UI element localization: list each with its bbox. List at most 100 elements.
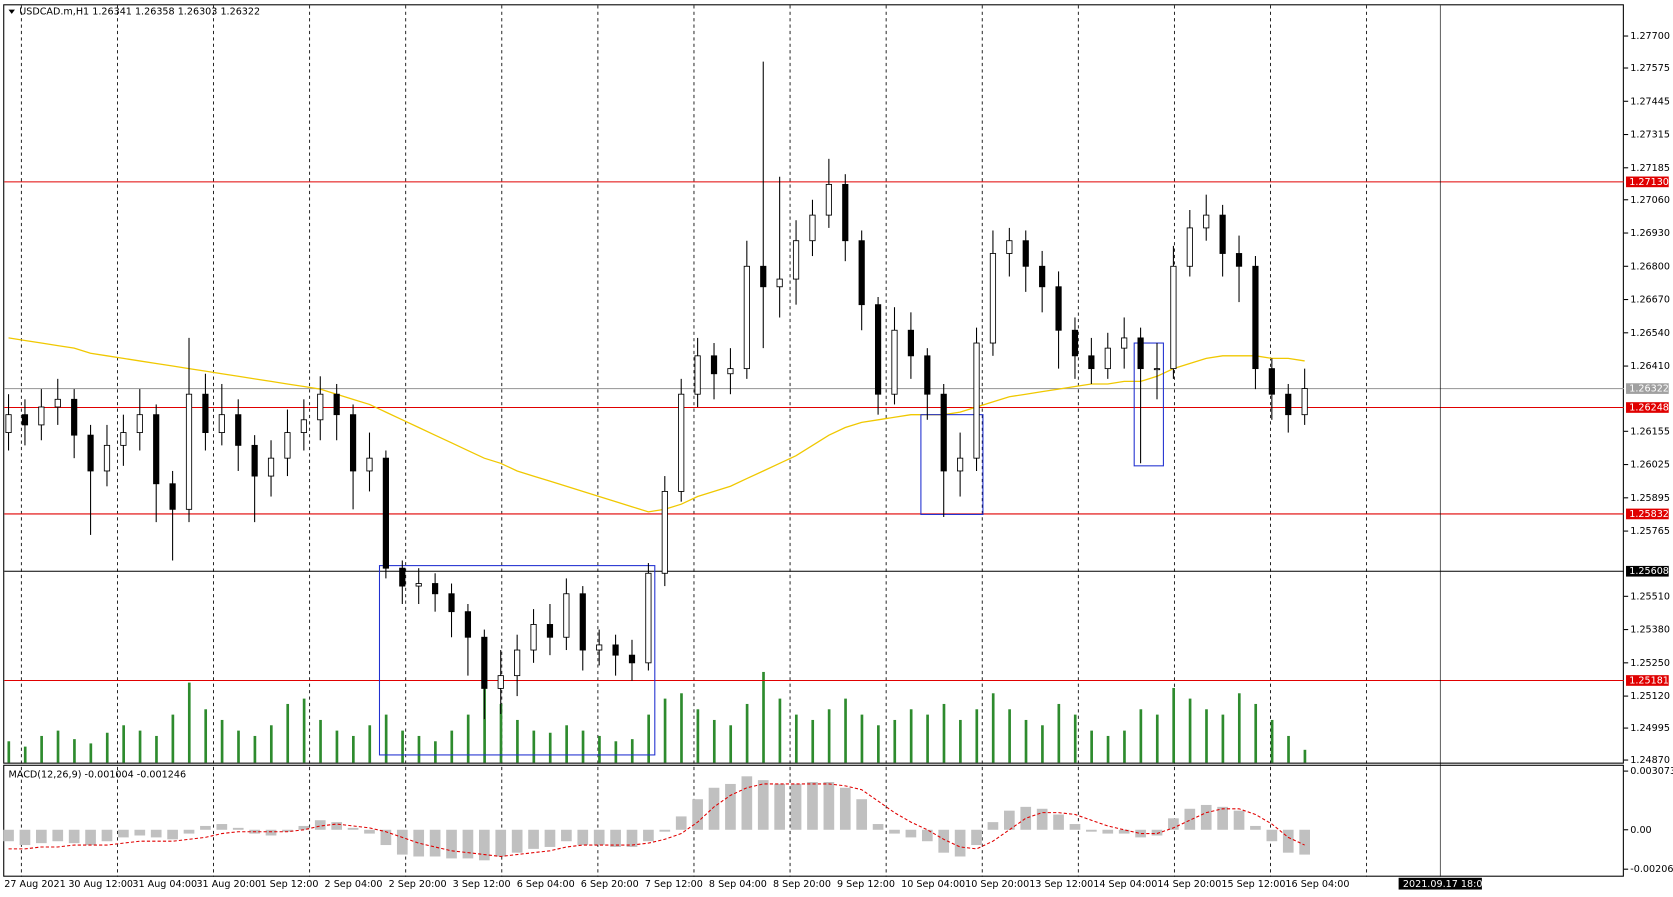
candle-body bbox=[1235, 253, 1243, 267]
macd-bar bbox=[3, 829, 14, 842]
volume-bar bbox=[73, 739, 76, 763]
macd-bar bbox=[1086, 829, 1097, 832]
price-level-label: 1.26248 bbox=[1629, 403, 1669, 414]
price-level-tag bbox=[1626, 383, 1669, 394]
volume-bar bbox=[1155, 714, 1159, 763]
candle-body bbox=[874, 304, 882, 395]
candle-body bbox=[218, 414, 225, 434]
volume-bar bbox=[1188, 698, 1192, 763]
candle-body bbox=[760, 265, 767, 288]
macd-bar bbox=[36, 829, 47, 844]
moving-average bbox=[8, 337, 1305, 513]
x-tick-label: 14 Sep 04:00 bbox=[1093, 879, 1157, 890]
macd-bar bbox=[85, 829, 96, 846]
macd-bar bbox=[741, 776, 753, 830]
menu-triangle[interactable] bbox=[8, 9, 15, 14]
volume-bar bbox=[647, 714, 650, 763]
macd-bar bbox=[1118, 829, 1130, 834]
candle-body bbox=[1301, 388, 1308, 416]
macd-bar bbox=[544, 829, 556, 847]
y-tick-label: 1.25120 bbox=[1630, 691, 1670, 702]
macd-bar bbox=[872, 824, 884, 830]
macd-bar bbox=[200, 825, 211, 830]
y-tick-label: 1.27700 bbox=[1630, 31, 1670, 42]
price-level-label: 1.27130 bbox=[1629, 177, 1669, 188]
candle-body bbox=[349, 414, 357, 472]
price-level-tag bbox=[1626, 402, 1669, 413]
candle-body bbox=[1170, 265, 1177, 370]
y-tick-label: 1.26670 bbox=[1630, 295, 1670, 306]
volume-bar bbox=[269, 725, 273, 763]
macd-label: MACD(12,26,9) -0.001004 -0.001246 bbox=[9, 769, 187, 780]
candle-body bbox=[989, 253, 997, 344]
macd-bar bbox=[1168, 818, 1179, 830]
candle-body bbox=[825, 183, 832, 216]
macd-bar bbox=[659, 829, 671, 832]
volume-bar bbox=[877, 725, 880, 763]
macd-bar bbox=[905, 829, 917, 838]
macd-bar bbox=[1151, 829, 1163, 836]
x-tick-label: 31 Aug 04:00 bbox=[132, 879, 197, 890]
candle-body bbox=[1022, 240, 1029, 267]
volume-bar bbox=[105, 732, 109, 763]
macd-tick-label: -0.002065 bbox=[1630, 864, 1673, 875]
candle-body bbox=[415, 583, 422, 587]
x-tick-label: 10 Sep 04:00 bbox=[901, 879, 965, 890]
macd-bar bbox=[101, 829, 113, 842]
x-tick-label: 9 Sep 12:00 bbox=[837, 879, 895, 890]
volume-bar bbox=[1139, 709, 1143, 763]
macd-bar bbox=[1069, 824, 1081, 830]
candle-body bbox=[710, 355, 718, 375]
volume-bar bbox=[1024, 719, 1028, 763]
candle-body bbox=[957, 457, 964, 472]
y-tick-label: 1.27575 bbox=[1630, 63, 1670, 74]
volume-bar bbox=[630, 739, 634, 763]
y-tick-label: 1.25510 bbox=[1630, 591, 1670, 602]
volume-bar bbox=[614, 741, 618, 763]
volume-bar bbox=[23, 746, 27, 763]
volume-bar bbox=[1303, 749, 1307, 763]
macd-bar bbox=[1102, 829, 1114, 834]
candle-body bbox=[481, 636, 488, 689]
candle-body bbox=[776, 278, 783, 288]
candle-body bbox=[858, 240, 865, 306]
x-tick-label: 16 Sep 04:00 bbox=[1285, 879, 1349, 890]
macd-bar bbox=[1020, 806, 1032, 830]
macd-bar bbox=[987, 822, 999, 830]
price-level-tag bbox=[1626, 565, 1669, 577]
box-annotation bbox=[920, 414, 984, 515]
macd-bar bbox=[1184, 808, 1196, 830]
candle-body bbox=[251, 444, 258, 477]
macd-bar bbox=[314, 820, 326, 830]
box-annotation bbox=[378, 565, 656, 756]
x-tick-label: 10 Sep 20:00 bbox=[965, 879, 1029, 890]
volume-bar bbox=[1221, 714, 1225, 763]
macd-bar bbox=[626, 829, 638, 847]
x-tick-label: 3 Sep 12:00 bbox=[453, 879, 511, 890]
macd-bar bbox=[725, 783, 736, 830]
volume-bar bbox=[696, 709, 700, 763]
macd-bar bbox=[593, 829, 605, 846]
macd-bar bbox=[1217, 806, 1228, 830]
macd-bar bbox=[118, 829, 129, 838]
price-level-tag bbox=[1626, 508, 1669, 520]
macd-bar bbox=[216, 824, 228, 830]
x-tick-label: 15 Sep 12:00 bbox=[1221, 879, 1285, 890]
x-tick-label: 8 Sep 20:00 bbox=[773, 879, 831, 890]
macd-bar bbox=[511, 829, 523, 853]
crosshair-time: 2021.09.17 18:00 bbox=[1403, 879, 1489, 890]
candle-body bbox=[612, 644, 619, 656]
macd-bar bbox=[528, 829, 539, 849]
x-tick-label: 13 Sep 12:00 bbox=[1029, 879, 1093, 890]
macd-bar bbox=[462, 829, 474, 859]
x-tick-label: 6 Sep 20:00 bbox=[581, 879, 639, 890]
candle-body bbox=[1186, 227, 1193, 267]
volume-bar bbox=[1205, 709, 1208, 763]
candle-body bbox=[1268, 368, 1275, 395]
candle-body bbox=[21, 414, 29, 426]
volume-bar bbox=[794, 714, 798, 763]
candle-body bbox=[596, 644, 603, 651]
candle-body bbox=[1219, 214, 1226, 254]
volume-bar bbox=[565, 725, 568, 763]
